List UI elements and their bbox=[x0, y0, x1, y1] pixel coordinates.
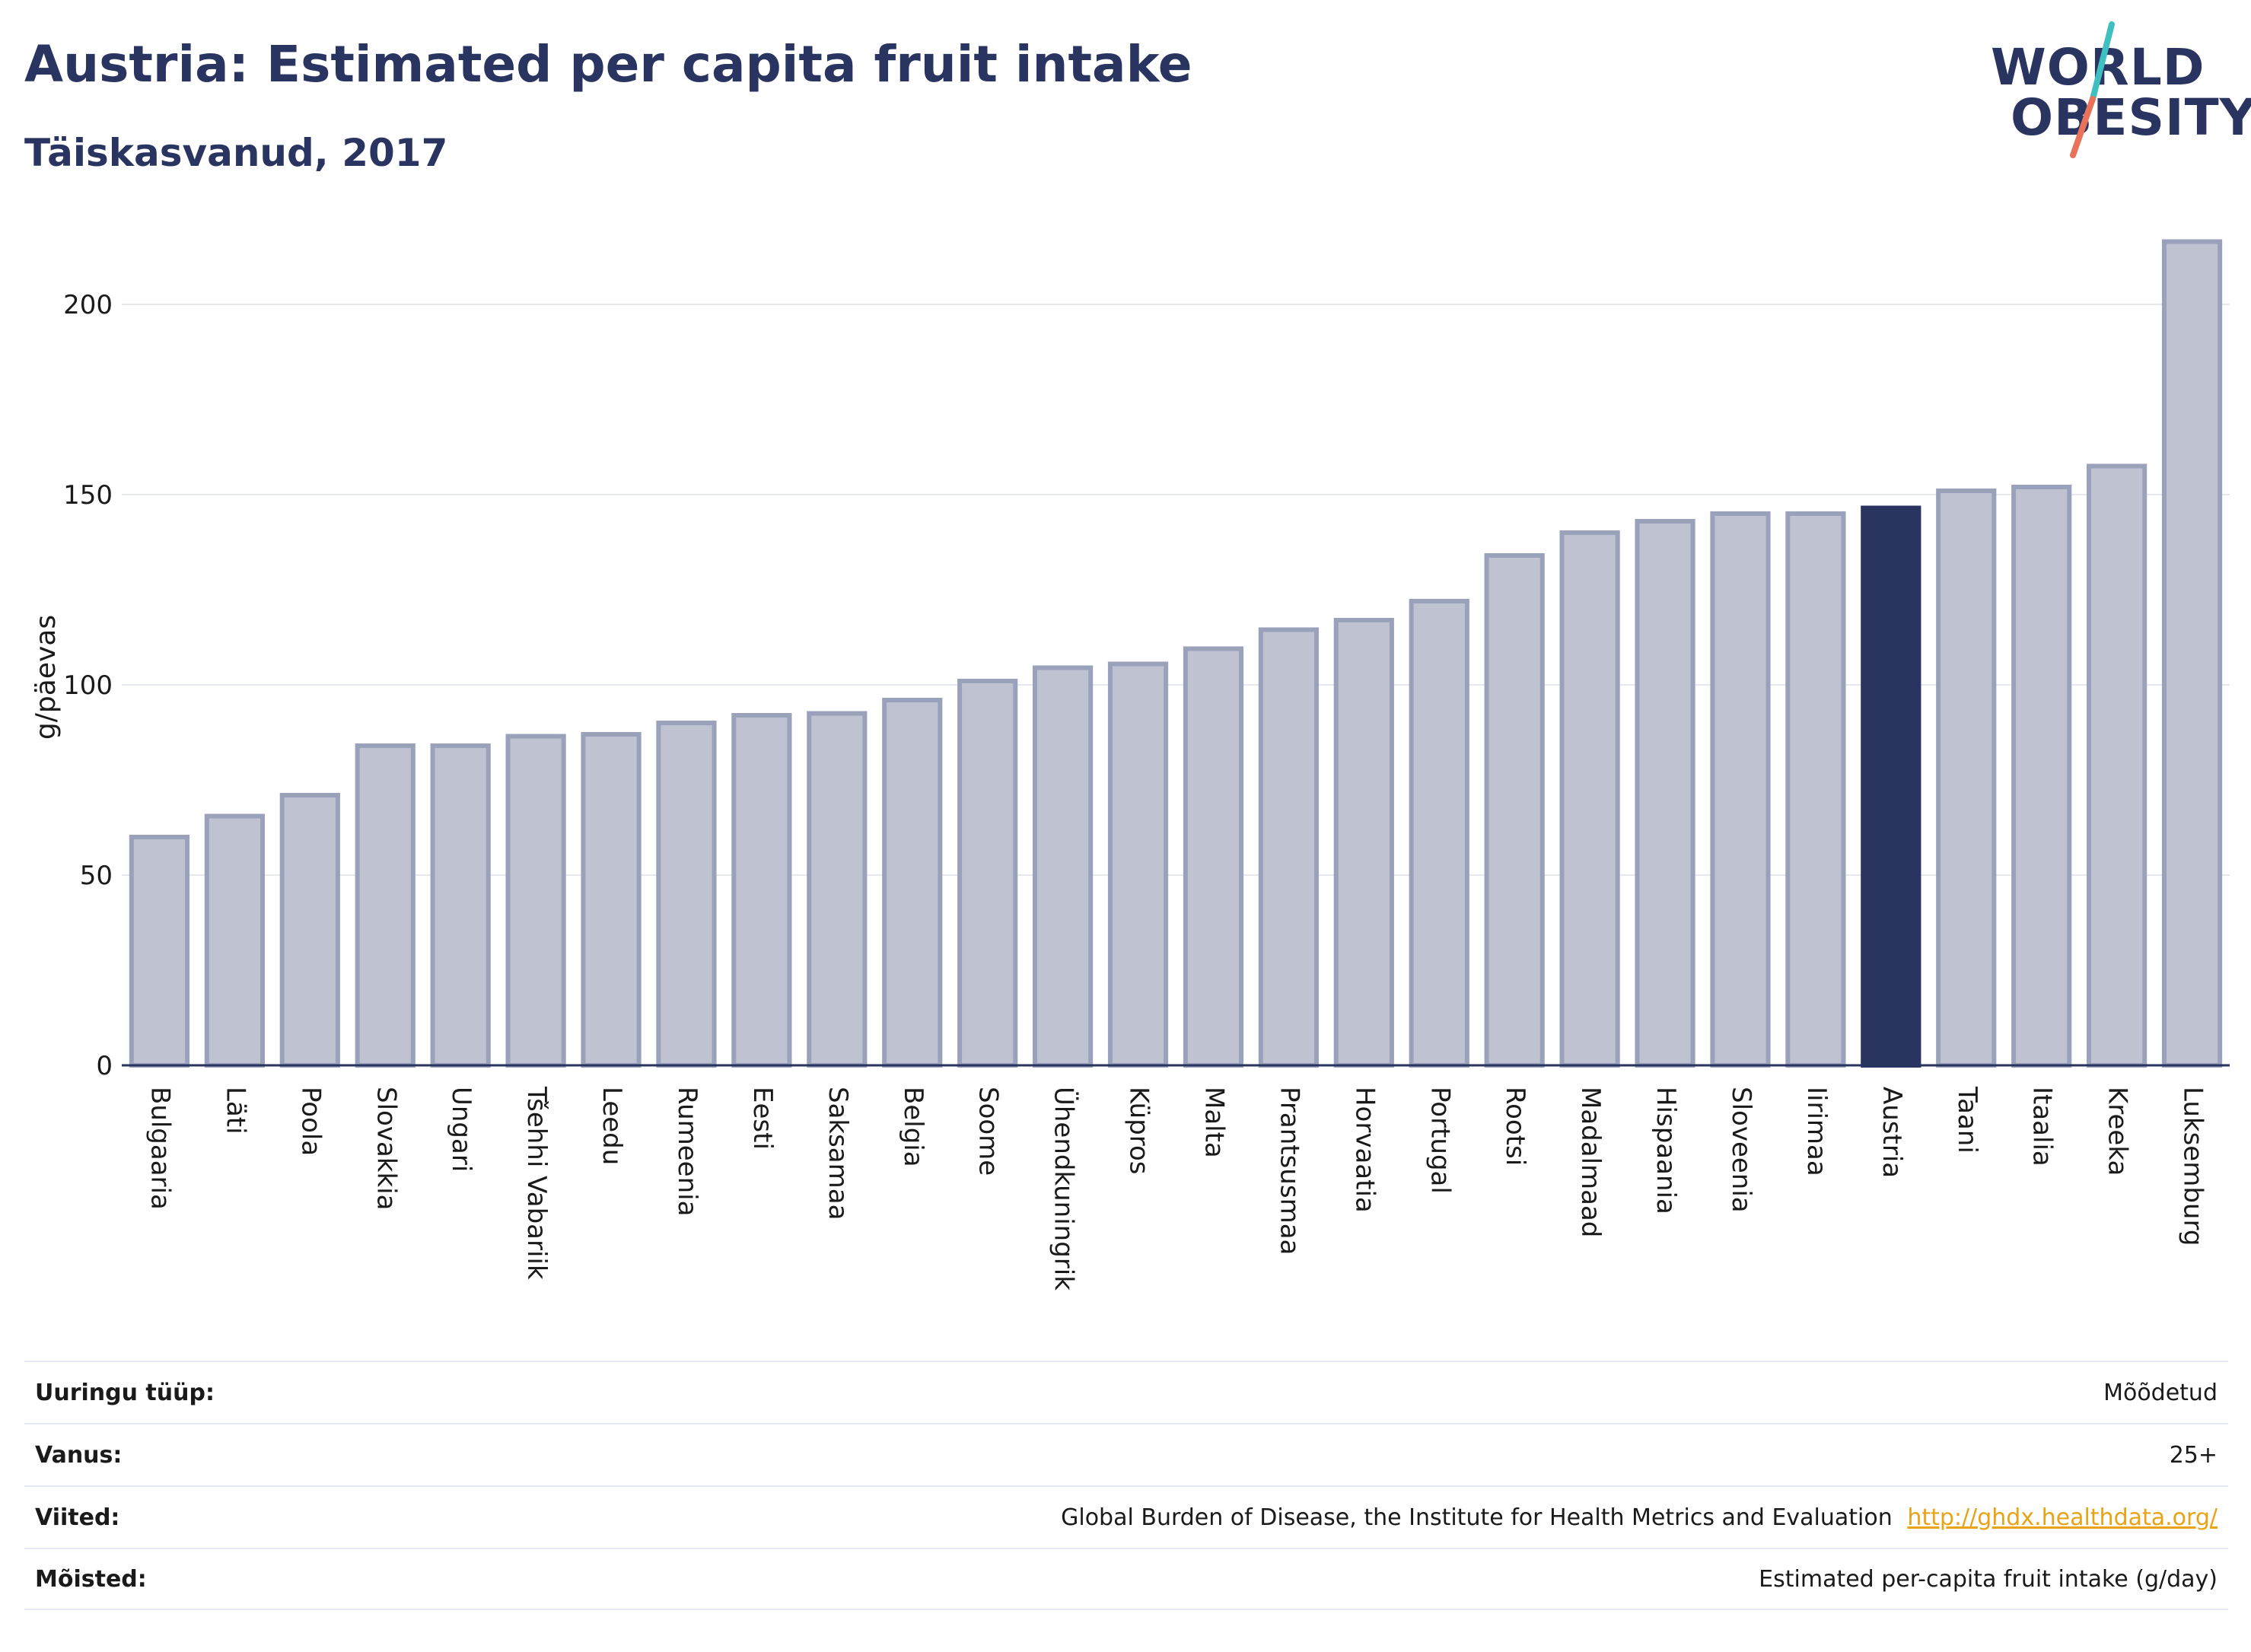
bar-hispaania bbox=[1635, 519, 1695, 1068]
x-tick-label: Sloveenia bbox=[1726, 1087, 1756, 1213]
x-tick-label: Eesti bbox=[747, 1087, 778, 1150]
bar-chart: 0 50 100 150 200 g/päevas Bulgaaria Läti Poola Sl… bbox=[30, 239, 2230, 1291]
logo-line-2: OBESITY bbox=[2011, 88, 2251, 147]
bar-slovakkia bbox=[355, 743, 415, 1068]
x-tick-label: Rumeenia bbox=[672, 1087, 702, 1216]
x-tick-label: Madalmaad bbox=[1575, 1087, 1606, 1237]
y-tick-label: 150 bbox=[63, 480, 113, 511]
bar-ungari bbox=[430, 743, 491, 1068]
info-key: Viited: bbox=[35, 1504, 120, 1531]
bar-rumeenia bbox=[656, 721, 717, 1068]
info-value-wrapper: Global Burden of Disease, the Institute … bbox=[1061, 1504, 2218, 1531]
y-axis-title: g/päevas bbox=[30, 615, 62, 740]
bar-eesti bbox=[731, 713, 792, 1068]
bar-itaalia bbox=[2011, 485, 2072, 1068]
bar-tšehhi-vabariik bbox=[505, 734, 566, 1068]
world-obesity-logo: WORLD OBESITY bbox=[1979, 15, 2251, 167]
bar-austria bbox=[1861, 505, 1921, 1068]
reference-link[interactable]: http://ghdx.healthdata.org/ bbox=[1907, 1504, 2218, 1531]
x-tick-label: Taani bbox=[1952, 1086, 1982, 1154]
bar-küpros bbox=[1107, 661, 1169, 1068]
x-tick-label: Slovakkia bbox=[371, 1087, 401, 1210]
x-tick-label: Rootsi bbox=[1500, 1087, 1530, 1166]
x-tick-label: Malta bbox=[1199, 1087, 1229, 1158]
page-title: Austria: Estimated per capita fruit inta… bbox=[24, 35, 1192, 94]
x-tick-label: Saksamaa bbox=[823, 1087, 853, 1220]
x-tick-label: Küpros bbox=[1124, 1087, 1154, 1174]
bar-luksemburg bbox=[2161, 239, 2223, 1068]
info-key: Vanus: bbox=[35, 1441, 123, 1469]
bar-sloveenia bbox=[1710, 511, 1771, 1068]
info-row-definitions: Mõisted: Estimated per-capita fruit inta… bbox=[24, 1548, 2228, 1610]
page-subtitle: Täiskasvanud, 2017 bbox=[24, 131, 448, 175]
x-tick-label: Soome bbox=[973, 1087, 1004, 1176]
info-table: Uuringu tüüp: Mõõdetud Vanus: 25+ Viited… bbox=[24, 1361, 2228, 1610]
info-row-references: Viited: Global Burden of Disease, the In… bbox=[24, 1485, 2228, 1548]
x-tick-label: Poola bbox=[295, 1087, 326, 1156]
x-tick-label: Luksemburg bbox=[2178, 1087, 2208, 1246]
x-tick-label: Läti bbox=[220, 1087, 250, 1135]
bar-horvaatia bbox=[1333, 618, 1394, 1068]
bar-madalmaad bbox=[1559, 530, 1620, 1068]
bar-rootsi bbox=[1484, 553, 1545, 1068]
y-tick-label: 200 bbox=[63, 290, 113, 320]
y-tick-label: 0 bbox=[96, 1051, 113, 1081]
bar-soome bbox=[957, 679, 1018, 1068]
bar-saksamaa bbox=[807, 711, 868, 1068]
x-tick-label: Itaalia bbox=[2027, 1087, 2058, 1167]
info-key: Uuringu tüüp: bbox=[35, 1379, 215, 1406]
bar-poola bbox=[279, 793, 340, 1068]
logo-slash-icon bbox=[2070, 21, 2115, 158]
bar-taani bbox=[1936, 489, 1997, 1068]
y-tick-label: 50 bbox=[80, 861, 113, 891]
x-tick-label: Prantsusmaa bbox=[1274, 1087, 1304, 1255]
x-tick-label: Tšehhi Vabariik bbox=[521, 1086, 552, 1280]
x-tick-label: Kreeka bbox=[2103, 1087, 2133, 1176]
bar-belgia bbox=[882, 698, 943, 1068]
x-tick-label: Ühendkuningrik bbox=[1049, 1087, 1080, 1291]
y-tick-label: 100 bbox=[63, 670, 113, 701]
x-tick-label: Iirimaa bbox=[1801, 1087, 1832, 1176]
bar-läti bbox=[204, 813, 265, 1068]
x-tick-label: Horvaatia bbox=[1349, 1087, 1380, 1213]
info-value: Estimated per-capita fruit intake (g/day… bbox=[1759, 1565, 2218, 1593]
x-tick-label: Austria bbox=[1877, 1087, 1907, 1178]
x-tick-label: Leedu bbox=[597, 1087, 627, 1165]
info-value: 25+ bbox=[2169, 1441, 2218, 1469]
bar-iirimaa bbox=[1785, 511, 1846, 1068]
info-value: Global Burden of Disease, the Institute … bbox=[1061, 1504, 1893, 1531]
info-row-survey-type: Uuringu tüüp: Mõõdetud bbox=[24, 1361, 2228, 1423]
x-tick-label: Hispaania bbox=[1651, 1087, 1681, 1214]
info-key: Mõisted: bbox=[35, 1565, 147, 1593]
bar-malta bbox=[1183, 646, 1244, 1068]
bar-leedu bbox=[581, 732, 642, 1068]
info-value: Mõõdetud bbox=[2103, 1379, 2218, 1406]
x-tick-label: Bulgaaria bbox=[145, 1087, 175, 1210]
x-tick-label: Ungari bbox=[446, 1087, 476, 1172]
info-row-age: Vanus: 25+ bbox=[24, 1423, 2228, 1485]
bar-portugal bbox=[1409, 599, 1469, 1068]
x-tick-label: Portugal bbox=[1425, 1087, 1455, 1194]
bar-prantsusmaa bbox=[1258, 627, 1319, 1068]
bar-kreeka bbox=[2087, 463, 2148, 1068]
bar-bulgaaria bbox=[129, 835, 190, 1068]
bar-ühendkuningrik bbox=[1033, 665, 1094, 1068]
x-tick-label: Belgia bbox=[898, 1087, 928, 1167]
